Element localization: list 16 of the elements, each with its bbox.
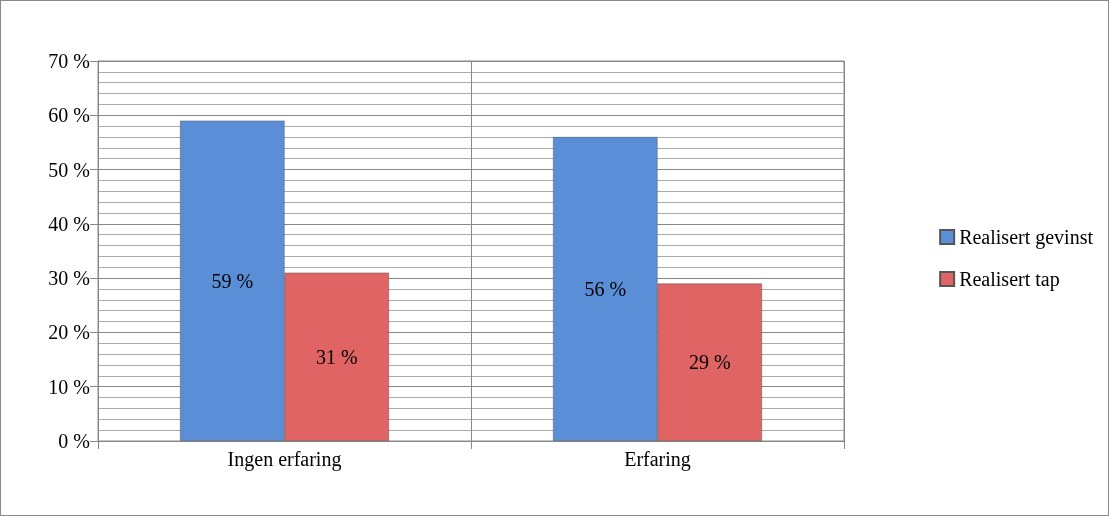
y-tick-label: 60 % [48,104,90,127]
data-label: 31 % [315,345,358,368]
y-tick-label: 30 % [48,267,90,290]
y-tick-label: 20 % [48,321,90,344]
data-label: 59 % [211,269,254,292]
x-tick-label: Ingen erfaring [227,448,342,471]
y-tick-label: 10 % [48,375,90,398]
y-tick-label: 70 % [48,50,90,72]
y-tick-label: 0 % [58,430,90,452]
legend-label: Realisert gevinst [959,226,1094,249]
y-tick-label: 50 % [48,158,90,181]
y-tick-label: 40 % [48,212,90,235]
x-tick-label: Erfaring [624,448,691,471]
data-label: 29 % [688,351,731,374]
data-label: 56 % [584,278,627,300]
legend-label: Realisert tap [959,268,1060,291]
